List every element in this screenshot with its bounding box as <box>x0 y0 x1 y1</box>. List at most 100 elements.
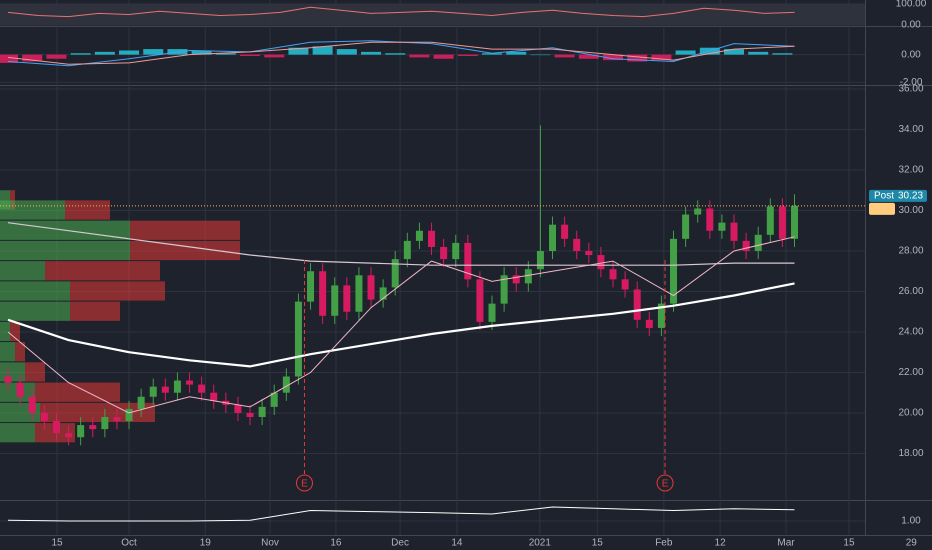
candle-body <box>161 386 169 393</box>
histogram-bar <box>724 49 745 55</box>
volume-profile-down <box>70 301 120 321</box>
price-badge <box>869 202 895 215</box>
candle-body <box>730 222 738 241</box>
candle-body <box>488 303 496 322</box>
histogram-bar <box>651 54 672 61</box>
candle-body <box>500 275 508 304</box>
volume-profile-down <box>65 200 110 220</box>
volume-profile-up <box>0 261 45 281</box>
histogram-bar <box>409 54 430 58</box>
candle-body <box>234 404 242 413</box>
x-tick-label: 29 <box>906 538 918 549</box>
histogram-bar <box>46 54 67 59</box>
histogram-bar <box>70 53 91 55</box>
candle-body <box>428 230 436 247</box>
candle-body <box>682 214 690 239</box>
histogram-bar <box>457 54 478 56</box>
candle-body <box>210 392 218 401</box>
histogram-bar <box>94 51 115 55</box>
histogram-bar <box>506 51 527 55</box>
histogram-bar <box>748 51 769 55</box>
candle-body <box>585 250 593 256</box>
volume-profile-down <box>15 342 25 362</box>
indicator-line <box>7 41 795 65</box>
y-tick-label: 32.00 <box>898 165 923 176</box>
candle-body <box>609 269 617 280</box>
x-tick-label: 16 <box>330 538 342 549</box>
histogram-bar <box>361 51 382 55</box>
histogram-bar <box>772 53 793 55</box>
histogram-bar <box>433 54 454 59</box>
x-tick-label: Feb <box>655 538 673 549</box>
x-tick-label: Dec <box>391 538 409 549</box>
y-tick-label: 26.00 <box>898 286 923 297</box>
candle-body <box>331 285 339 316</box>
candle-body <box>657 303 665 328</box>
volume-profile-down <box>35 382 120 402</box>
candle-body <box>512 275 520 284</box>
indicator-line <box>7 6 795 18</box>
candle-body <box>778 206 786 239</box>
post-label: Post <box>874 190 894 201</box>
candle-body <box>440 246 448 260</box>
histogram-bar <box>143 49 164 55</box>
candle-body <box>379 287 387 300</box>
y-tick-label: 100.00 <box>896 0 927 10</box>
histogram-bar <box>554 54 575 58</box>
candle-body <box>258 406 266 417</box>
histogram-bar <box>119 50 140 55</box>
post-price: 30.23 <box>898 190 923 201</box>
candle-body <box>403 240 411 260</box>
candle-body <box>464 242 472 280</box>
x-tick-label: 19 <box>200 538 212 549</box>
x-tick-label: 15 <box>592 538 604 549</box>
y-tick-label: 0.00 <box>901 49 921 60</box>
candle-body <box>16 382 24 397</box>
x-tick-label: 2021 <box>529 538 552 549</box>
histogram-bar <box>0 54 19 63</box>
candle-body <box>645 319 653 328</box>
y-tick-label: 20.00 <box>898 408 923 419</box>
volume-profile-up <box>0 200 65 220</box>
y-tick-label: 1.00 <box>901 516 921 527</box>
event-label: E <box>301 479 308 490</box>
candle-body <box>742 240 750 251</box>
indicator-line <box>7 222 795 266</box>
candle-body <box>246 412 254 417</box>
candle-body <box>766 206 774 235</box>
histogram-bar <box>288 47 309 55</box>
candle-body <box>367 275 375 300</box>
candle-body <box>791 205 799 239</box>
candle-body <box>40 412 48 422</box>
volume-profile-down <box>10 190 15 210</box>
y-tick-label: 24.00 <box>898 327 923 338</box>
x-tick-label: Mar <box>777 538 795 549</box>
candle-body <box>52 421 60 434</box>
indicator-line <box>7 506 795 522</box>
y-tick-label: 36.00 <box>898 84 923 95</box>
candle-body <box>186 380 194 385</box>
volume-profile-down <box>45 261 160 281</box>
histogram-bar <box>627 54 648 62</box>
volume-profile-up <box>0 240 130 261</box>
volume-profile-down <box>130 240 240 261</box>
histogram-bar <box>264 54 285 58</box>
candle-body <box>452 242 460 260</box>
y-tick-label: 0.00 <box>901 20 921 31</box>
candle-body <box>137 396 145 409</box>
volume-profile-down <box>130 220 240 240</box>
event-label: E <box>662 479 669 490</box>
candle-body <box>319 271 327 316</box>
candle-body <box>149 386 157 397</box>
candle-body <box>536 250 544 270</box>
histogram-bar <box>312 46 333 55</box>
x-tick-label: 15 <box>51 538 63 549</box>
indicator-line <box>7 236 795 414</box>
y-tick-label: 18.00 <box>898 448 923 459</box>
volume-profile-down <box>25 362 45 382</box>
histogram-bar <box>603 54 624 61</box>
candle-body <box>65 433 73 438</box>
histogram-bar <box>385 53 406 55</box>
y-tick-label: 28.00 <box>898 246 923 257</box>
